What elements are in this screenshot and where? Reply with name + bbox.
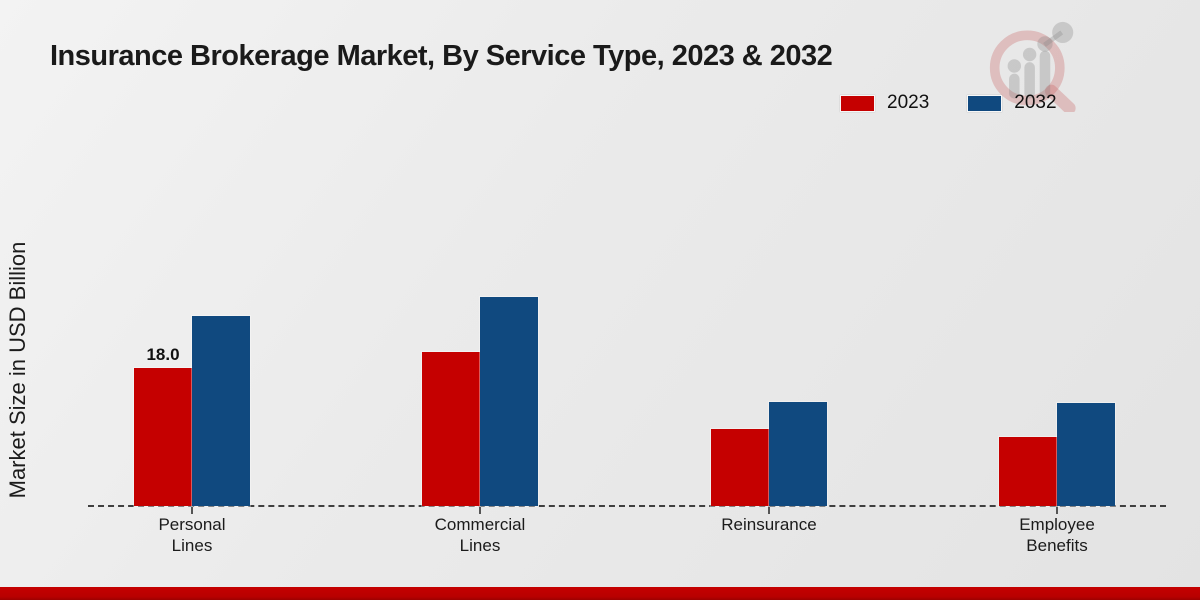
legend-label-2023: 2023 — [887, 92, 930, 113]
axis-tick — [1056, 506, 1058, 514]
category-label: Reinsurance — [721, 515, 817, 534]
axis-tick — [768, 506, 770, 514]
category-label: Employee Benefits — [1019, 515, 1095, 555]
x-axis-baseline — [88, 505, 1166, 507]
chart-title: Insurance Brokerage Market, By Service T… — [50, 40, 833, 72]
plot-area: 18.0 — [88, 297, 1166, 507]
category-label: Commercial Lines — [434, 515, 526, 555]
bar-2023-3 — [711, 429, 769, 506]
legend-label-2032: 2032 — [1014, 92, 1057, 113]
legend-item-2032: 2032 — [967, 92, 1057, 114]
legend-swatch-2032 — [967, 94, 1003, 112]
legend: 2023 2032 — [840, 92, 1057, 114]
legend-item-2023: 2023 — [840, 92, 929, 114]
bar-2032-1 — [192, 316, 250, 506]
bar-2023-1 — [134, 368, 192, 506]
axis-tick — [191, 506, 193, 514]
x-axis-labels: Personal Lines Commercial Lines Reinsuranc… — [0, 506, 1200, 576]
data-label-2023-1: 18.0 — [146, 345, 180, 364]
axis-tick — [479, 506, 481, 514]
bar-2032-2 — [480, 297, 538, 506]
bottom-accent-bar — [0, 587, 1200, 600]
bar-2032-3 — [769, 402, 827, 506]
bar-2023-4 — [999, 437, 1057, 506]
bar-2032-4 — [1057, 403, 1115, 506]
category-label: Personal Lines — [158, 515, 226, 555]
market-research-magnifier-logo — [989, 21, 1076, 112]
bar-2023-2 — [422, 352, 480, 506]
legend-swatch-2023 — [840, 94, 875, 112]
